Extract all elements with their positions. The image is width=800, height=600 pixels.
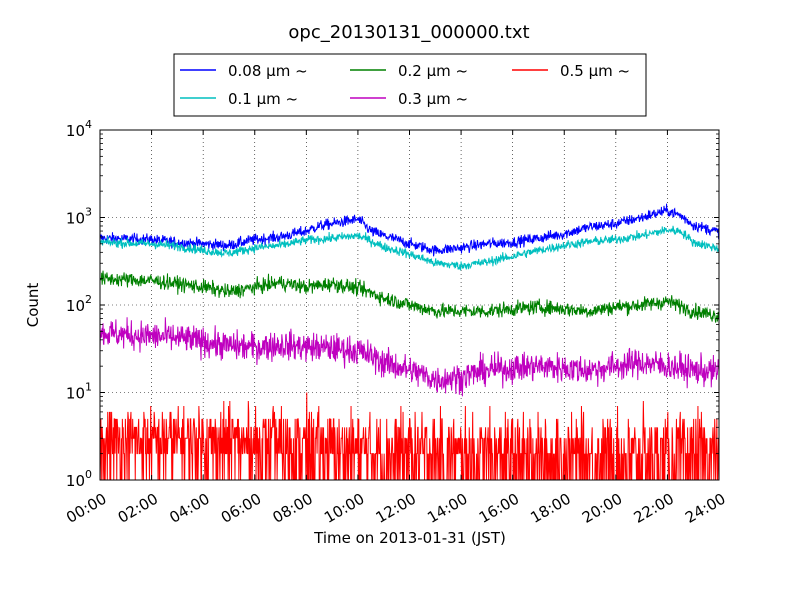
y-tick-label: 101 (66, 381, 92, 403)
series-line (99, 203, 720, 257)
y-axis-label: Count (24, 283, 42, 328)
x-tick-label: 10:00 (321, 490, 367, 527)
x-tick-label: 02:00 (115, 490, 161, 527)
legend: 0.08 μm ~ 0.1 μm ~ 0.2 μm ~ 0.3 μm ~ 0.5 μm … (173, 53, 647, 117)
x-axis-label: Time on 2013-01-31 (JST) (313, 529, 506, 547)
x-tick-label: 16:00 (476, 490, 522, 527)
legend-label: 0.3 μm ~ (398, 90, 468, 108)
x-tick-label: 08:00 (269, 490, 315, 527)
x-tick-label: 04:00 (166, 490, 212, 527)
x-tick-label: 12:00 (373, 490, 419, 527)
y-tick-label: 103 (66, 206, 92, 228)
series-line (99, 392, 720, 481)
x-tick-label: 00:00 (63, 490, 109, 527)
y-tick-label: 102 (66, 293, 92, 315)
series-line (99, 317, 720, 397)
legend-label: 0.1 μm ~ (228, 90, 298, 108)
y-axis: 100 101 102 103 104 (66, 118, 719, 490)
legend-label: 0.5 μm ~ (560, 62, 630, 80)
legend-frame (173, 53, 647, 117)
x-tick-label: 24:00 (682, 490, 728, 527)
legend-label: 0.08 μm ~ (228, 62, 308, 80)
y-tick-label: 104 (66, 118, 92, 140)
series-line (99, 225, 720, 271)
x-tick-label: 06:00 (218, 490, 264, 527)
y-tick-label: 100 (66, 468, 92, 490)
series-line (99, 270, 720, 323)
x-tick-label: 22:00 (631, 490, 677, 527)
series-layer (99, 203, 720, 481)
x-tick-label: 14:00 (424, 490, 470, 527)
chart-title: opc_20130131_000000.txt (288, 22, 529, 43)
x-tick-label: 18:00 (527, 490, 573, 527)
x-tick-label: 20:00 (579, 490, 625, 527)
legend-label: 0.2 μm ~ (398, 62, 468, 80)
